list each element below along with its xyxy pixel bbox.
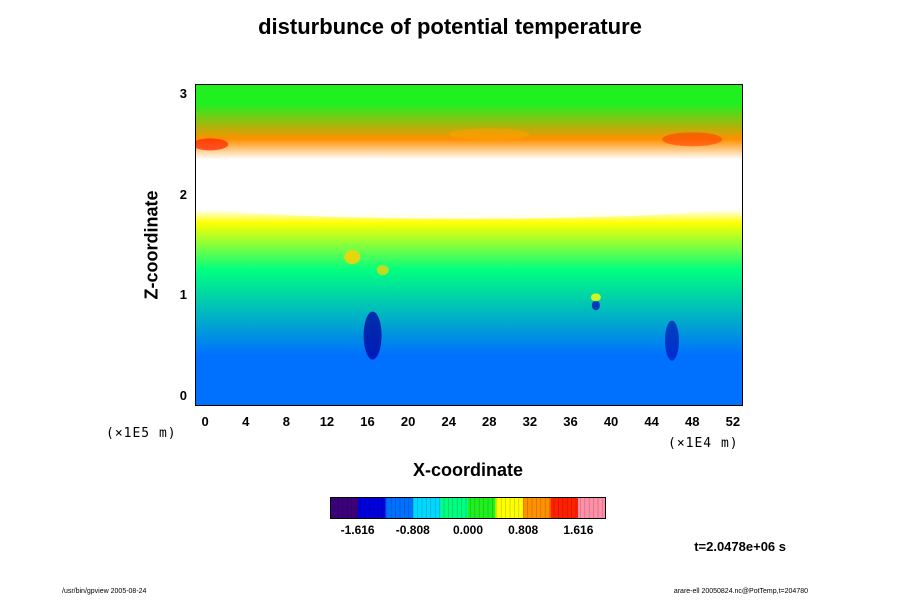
time-label: t=2.0478e+06 s xyxy=(694,539,786,554)
saturated-band xyxy=(199,190,739,219)
x-tick-label: 28 xyxy=(482,414,497,429)
colorbar-tick-label: 0.808 xyxy=(508,523,539,537)
footer-source: arare-ell 20050824.nc@PotTemp,t=204780 xyxy=(673,588,808,595)
y-axis-label: Z-coordinate xyxy=(141,190,162,300)
warm-eddy xyxy=(195,138,229,151)
x-tick-label: 40 xyxy=(603,414,619,429)
field-structures xyxy=(195,128,739,361)
plot-frame xyxy=(195,84,743,406)
colorbar-tick-label: 1.616 xyxy=(563,523,594,537)
x-tick-label: 48 xyxy=(685,414,700,429)
warm-eddy xyxy=(590,293,601,302)
colorbar-tick-label: 0.000 xyxy=(452,523,484,537)
x-tick-label: 16 xyxy=(360,414,375,429)
x-tick-label: 44 xyxy=(644,414,659,429)
warm-eddy xyxy=(376,265,389,276)
x-tick-label: 4 xyxy=(242,414,250,429)
x-tick-label: 24 xyxy=(441,414,456,429)
saturated-band xyxy=(209,160,729,177)
x-tick-label: 52 xyxy=(725,414,741,429)
y-unit-label: (×1E5 m) xyxy=(106,426,177,441)
x-tick-label: 20 xyxy=(400,414,416,429)
heatmap-plot xyxy=(195,84,743,406)
colorbar-tick-label: -1.616 xyxy=(340,523,375,537)
x-tick-label: 36 xyxy=(563,414,578,429)
x-tick-label: 12 xyxy=(319,414,335,429)
footer-command: /usr/bin/gpview 2005-08-24 xyxy=(62,588,147,595)
cold-plume xyxy=(363,311,382,360)
y-tick-label: 2 xyxy=(179,186,187,202)
y-tick-label: 1 xyxy=(179,287,187,303)
x-axis-label: X-coordinate xyxy=(412,460,523,480)
colorbar-tick-label: -0.808 xyxy=(395,523,430,537)
y-tick-label: 3 xyxy=(179,86,187,102)
x-unit-label: (×1E4 m) xyxy=(668,436,739,451)
x-tick-label: 32 xyxy=(522,414,538,429)
y-tick-label: 0 xyxy=(179,387,187,403)
warm-eddy xyxy=(662,132,723,147)
cold-plume xyxy=(591,300,600,311)
warm-eddy xyxy=(449,128,530,141)
x-tick-label: 8 xyxy=(282,414,290,429)
warm-eddy xyxy=(344,250,361,265)
chart-title: disturbunce of potential temperature xyxy=(258,14,642,39)
x-tick-label: 0 xyxy=(201,414,209,429)
cold-plume xyxy=(664,320,679,361)
colorbar xyxy=(330,497,606,519)
